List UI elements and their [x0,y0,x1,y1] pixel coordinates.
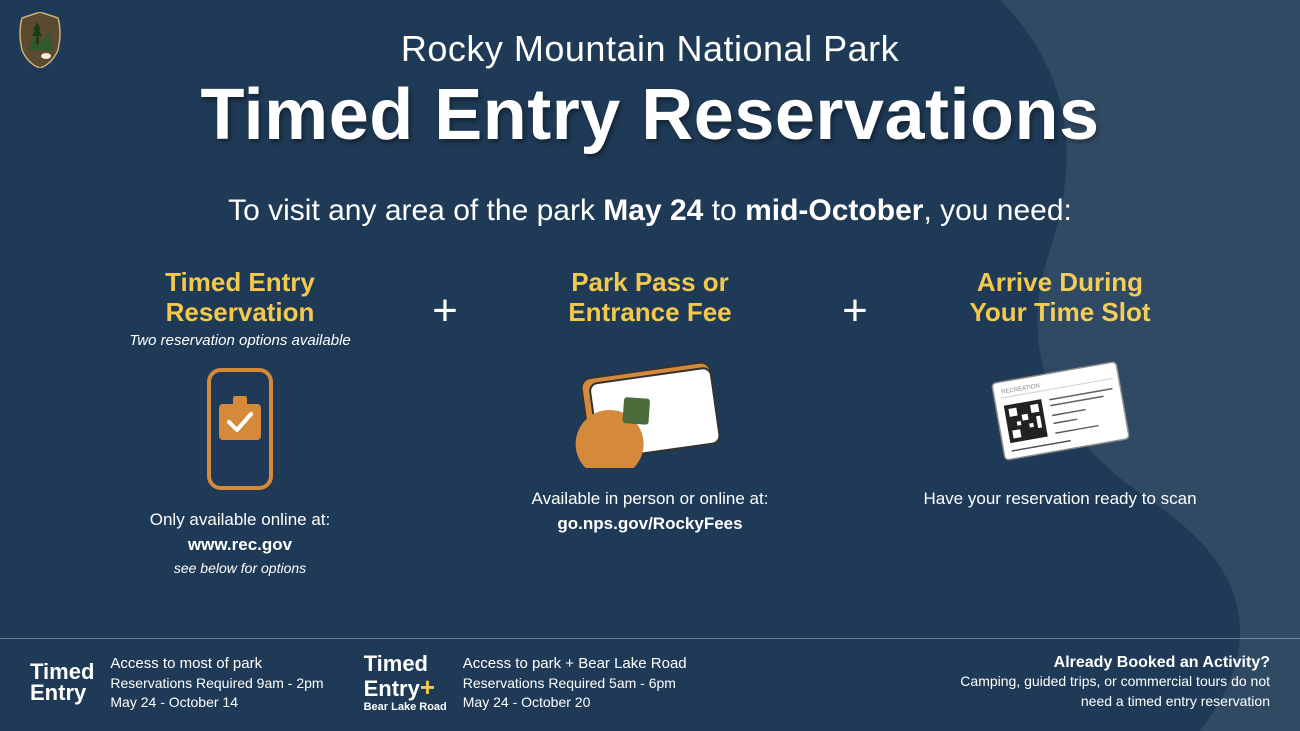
intro-date-start: May 24 [603,194,703,227]
requirement-pass: Park Pass or Entrance Fee Available in p… [470,268,830,537]
footer: Timed Entry Access to most of park Reser… [0,638,1300,731]
timed-entry-plus-logo: Timed Entry+ Bear Lake Road [364,654,447,712]
intro-before: To visit any area of the park [228,194,603,227]
col3-title: Arrive During Your Time Slot [880,268,1240,328]
park-pass-icon [565,348,735,468]
intro-date-end: mid-October [745,194,923,227]
plus-icon: + [830,286,880,336]
col1-title: Timed Entry Reservation [60,268,420,328]
footer-right-body: Camping, guided trips, or commercial tou… [950,672,1270,711]
nps-arrowhead-icon [18,12,62,68]
footer-right-heading: Already Booked an Activity? [950,654,1270,672]
phone-reservation-icon [195,364,285,494]
intro-text: To visit any area of the park May 24 to … [0,194,1300,228]
col2-link: go.nps.gov/RockyFees [470,511,830,537]
intro-mid: to [703,194,745,227]
footer-mid-text: Access to park + Bear Lake Road Reservat… [463,653,687,713]
col3-caption: Have your reservation ready to scan [880,486,1240,512]
footer-right: Already Booked an Activity? Camping, gui… [950,654,1270,711]
requirement-arrive: Arrive During Your Time Slot RECREATION [880,268,1240,511]
page-title: Timed Entry Reservations [0,74,1300,156]
ticket-qr-icon: RECREATION [975,348,1145,468]
requirement-reservation: Timed Entry Reservation Two reservation … [60,268,420,579]
footer-timed-entry-plus: Timed Entry+ Bear Lake Road Access to pa… [364,653,687,713]
plus-icon: + [420,286,470,336]
col1-subtitle: Two reservation options available [60,332,420,349]
header-overline: Rocky Mountain National Park [0,28,1300,70]
footer-timed-entry: Timed Entry Access to most of park Reser… [30,653,324,713]
col1-caption: Only available online at: www.rec.gov se… [60,507,420,579]
footer-left-text: Access to most of park Reservations Requ… [110,653,323,713]
header: Rocky Mountain National Park Timed Entry… [0,0,1300,156]
col2-caption: Available in person or online at: go.nps… [470,486,830,537]
timed-entry-logo: Timed Entry [30,662,94,704]
intro-after: , you need: [923,194,1071,227]
requirements-row: Timed Entry Reservation Two reservation … [0,268,1300,579]
col2-title: Park Pass or Entrance Fee [470,268,830,328]
col1-link: www.rec.gov [60,532,420,558]
